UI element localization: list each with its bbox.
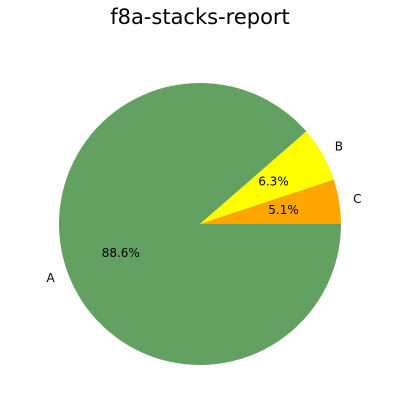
pie-slice-b [200,131,334,224]
slice-label-a: A [47,271,56,285]
slice-label-b: B [335,140,343,154]
pie-slices [58,82,341,366]
chart-title: f8a-stacks-report [110,5,290,29]
slice-label-c: C [353,192,361,206]
pie-slice-a [58,82,341,366]
pie-labels: A 88.6% B 6.3% C 5.1% [47,140,362,285]
pie-slice-c [200,179,341,224]
pct-label-a: 88.6% [102,246,140,260]
pct-label-b: 6.3% [258,175,289,189]
pct-label-c: 5.1% [268,203,299,217]
